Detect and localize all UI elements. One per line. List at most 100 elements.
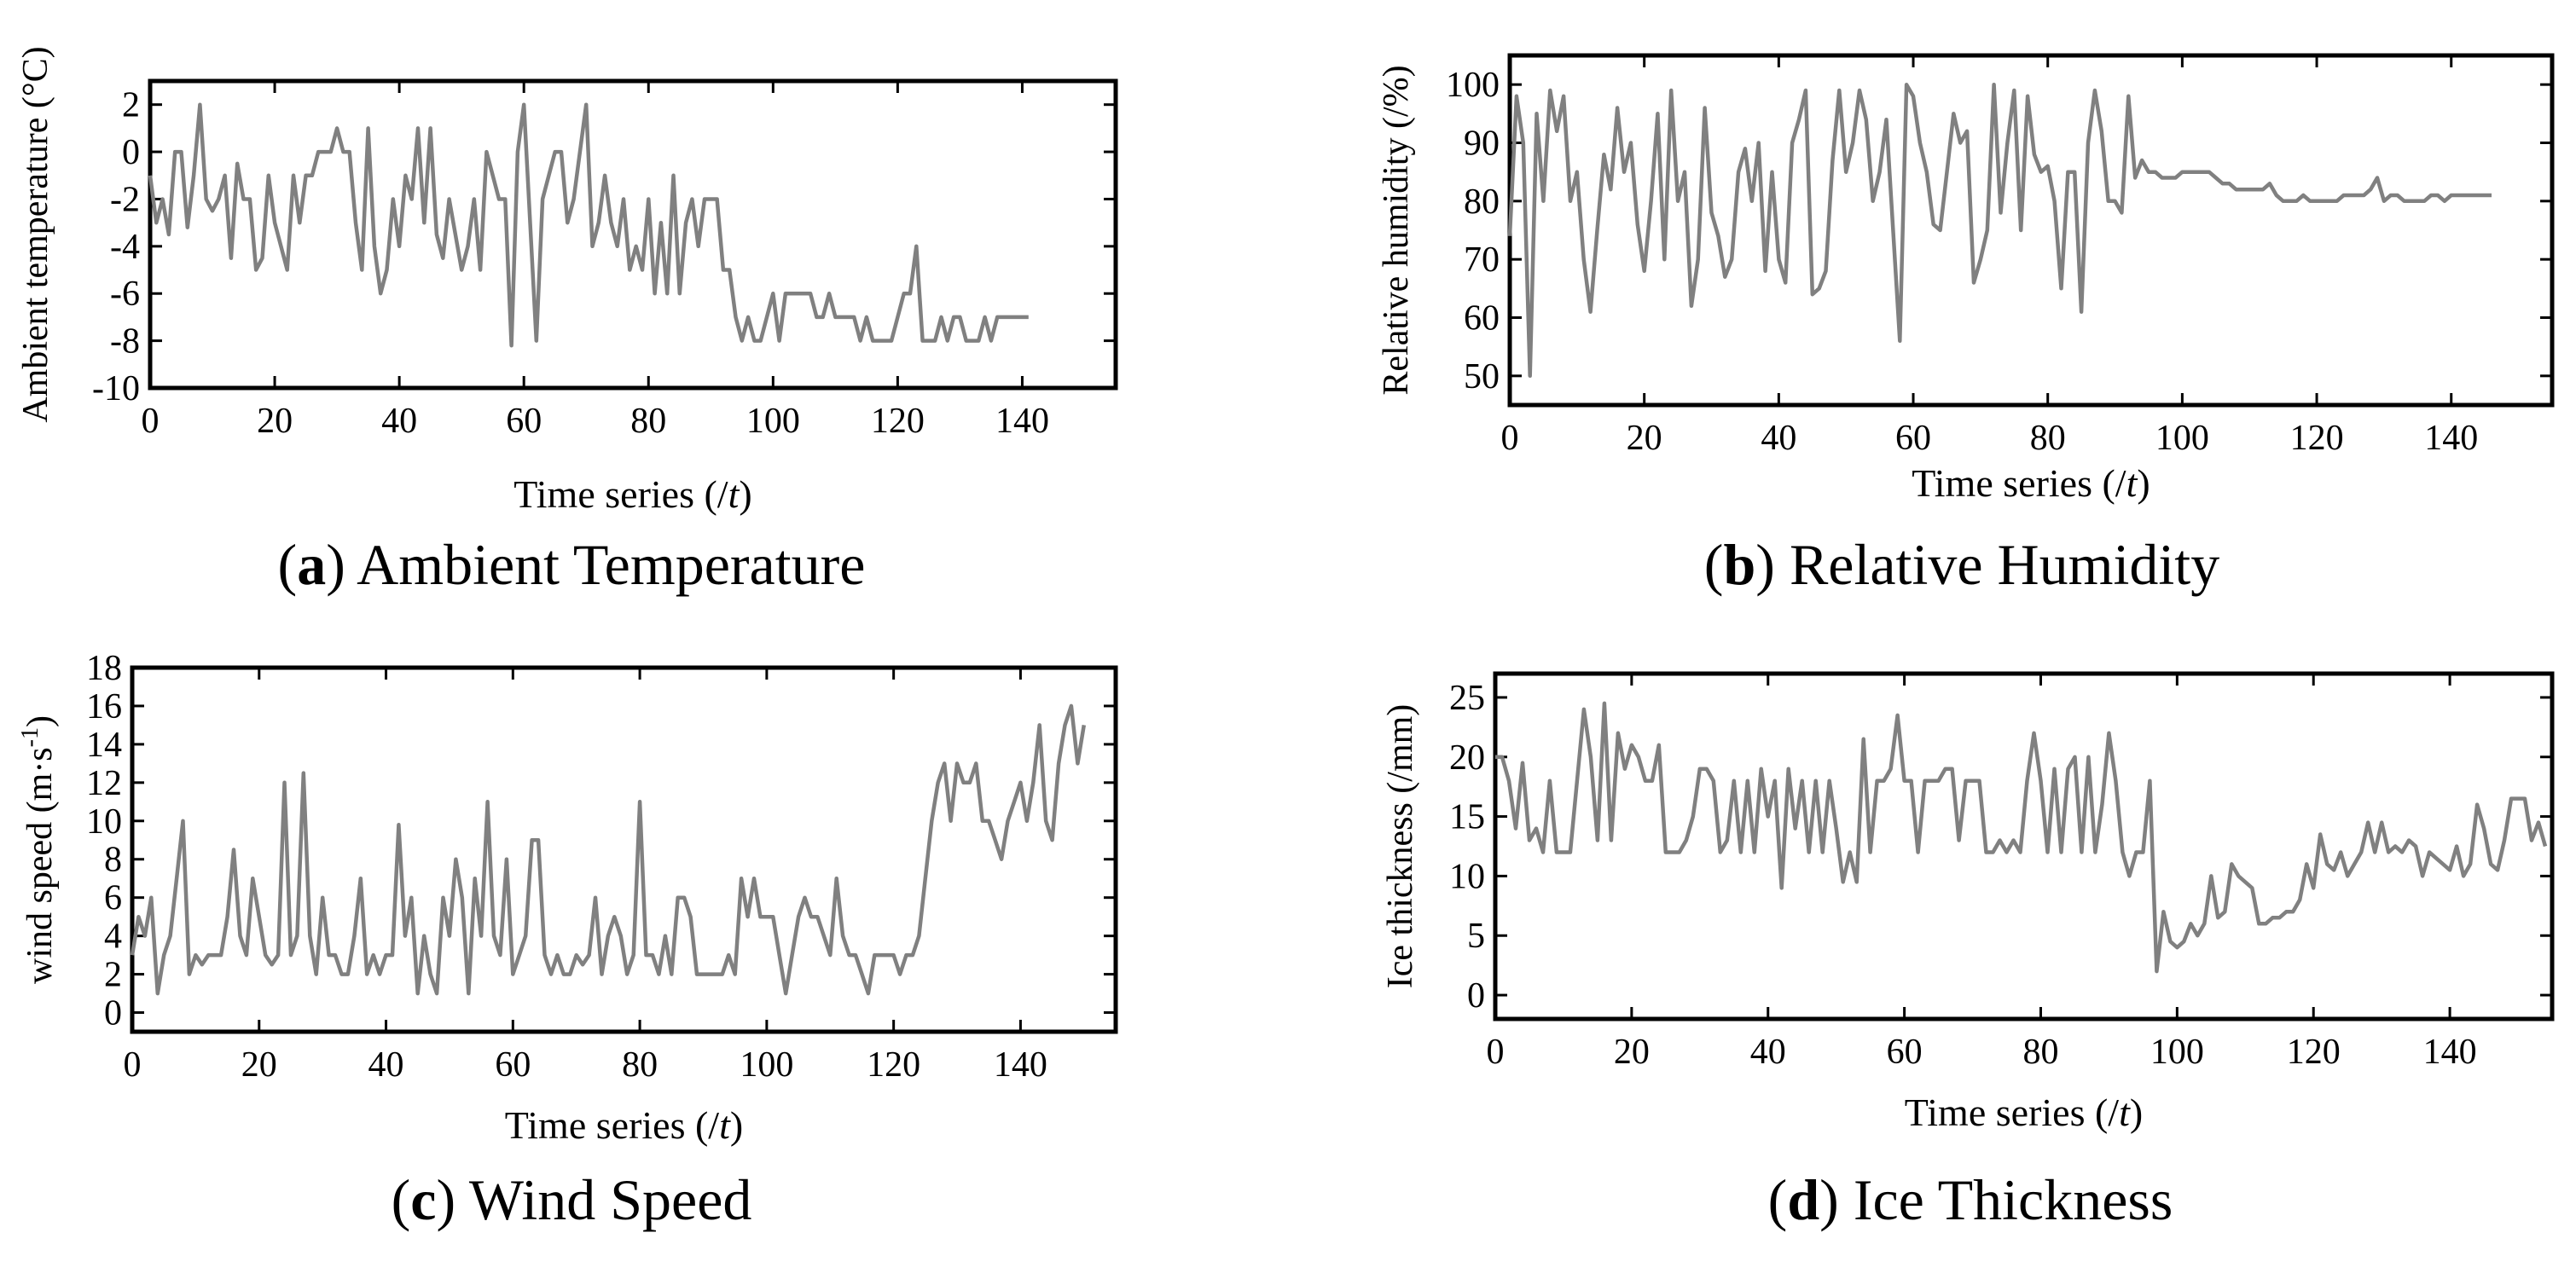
x-tick-label: 40 xyxy=(368,1045,404,1085)
x-tick-label: 120 xyxy=(867,1045,920,1085)
y-tick-label: 16 xyxy=(86,687,122,726)
y-tick-label: -8 xyxy=(110,322,140,362)
x-tick-label: 100 xyxy=(2150,1033,2204,1072)
x-axis-label-prefix: Time series (/ xyxy=(1912,461,2126,505)
x-tick-label: 140 xyxy=(995,402,1049,441)
panel-caption: (a) Ambient Temperature xyxy=(278,532,866,597)
plot-frame xyxy=(130,665,1118,1034)
y-axis-label: Ambient temperature (°C) xyxy=(16,46,55,422)
caption-title: Ice Thickness xyxy=(1854,1167,2173,1232)
panel-caption: (b) Relative Humidity xyxy=(1704,532,2219,597)
x-axis-label-var: t xyxy=(2126,461,2138,505)
y-axis-label: wind speed (m·s-1) xyxy=(17,715,60,984)
caption-close-paren: ) xyxy=(1819,1167,1854,1232)
panel-caption: (d) Ice Thickness xyxy=(1768,1167,2173,1232)
y-tick-label: 0 xyxy=(104,994,122,1033)
y-tick-label: -2 xyxy=(110,180,140,219)
y-axis-label-text: Relative humidity (/%) xyxy=(1377,65,1416,395)
caption-letter: c xyxy=(410,1167,436,1232)
x-tick-label: 100 xyxy=(2155,419,2209,458)
caption-close-paren: ) xyxy=(436,1167,468,1232)
y-tick-label: 60 xyxy=(1464,299,1500,339)
x-axis-label-prefix: Time series (/ xyxy=(513,472,728,516)
x-axis-label-prefix: Time series (/ xyxy=(1905,1091,2120,1134)
x-axis-label-var: t xyxy=(728,472,740,516)
y-tick-label: 14 xyxy=(86,726,122,765)
x-tick-label: 20 xyxy=(1627,419,1662,458)
y-axis-label-text: Ambient temperature (°C) xyxy=(16,46,55,422)
y-axis-label-text: wind speed (m·s xyxy=(20,747,60,984)
x-tick-label: 80 xyxy=(2022,1033,2058,1072)
x-axis-label-suffix: ) xyxy=(730,1103,743,1147)
x-tick-label: 120 xyxy=(2287,1033,2341,1072)
x-tick-label: 80 xyxy=(630,402,666,441)
y-tick-label: 4 xyxy=(104,917,122,957)
x-tick-label: 0 xyxy=(124,1045,142,1085)
x-axis-label: Time series (/t) xyxy=(1912,461,2150,505)
x-tick-label: 140 xyxy=(2423,1033,2477,1072)
caption-open-paren: ( xyxy=(1768,1167,1788,1232)
y-tick-label: -6 xyxy=(110,275,140,314)
x-tick-label: 140 xyxy=(2424,419,2478,458)
x-axis-label-prefix: Time series (/ xyxy=(505,1103,720,1147)
plot-frame xyxy=(148,78,1118,391)
y-tick-label: 2 xyxy=(104,956,122,995)
x-axis-label: Time series (/t) xyxy=(1905,1091,2143,1134)
caption-close-paren: ) xyxy=(1755,532,1790,597)
x-tick-label: 40 xyxy=(381,402,417,441)
x-tick-label: 20 xyxy=(241,1045,277,1085)
y-tick-label: 0 xyxy=(1467,976,1485,1016)
y-tick-label: 8 xyxy=(104,841,122,880)
panel-caption: (c) Wind Speed xyxy=(392,1167,752,1232)
panel-ice-thickness: 0 20 40 60 80 100 120 140 0 5 10 15 20 25 Time series … xyxy=(1381,671,2555,1232)
y-tick-label: 70 xyxy=(1464,240,1500,280)
x-tick-label: 60 xyxy=(495,1045,531,1085)
x-tick-label: 60 xyxy=(506,402,542,441)
series-line xyxy=(148,102,1029,348)
y-tick-label: 18 xyxy=(86,649,122,688)
y-tick-label: 25 xyxy=(1449,679,1485,718)
y-axis-label: Relative humidity (/%) xyxy=(1377,65,1416,395)
y-tick-label: 5 xyxy=(1467,917,1485,956)
x-axis-label: Time series (/t) xyxy=(505,1103,743,1147)
x-tick-label: 120 xyxy=(2290,419,2344,458)
y-tick-label: 2 xyxy=(122,86,140,125)
y-tick-label: 10 xyxy=(1449,857,1485,896)
caption-title: Wind Speed xyxy=(469,1167,752,1232)
y-axis-label-end: ) xyxy=(20,715,60,727)
x-tick-label: 40 xyxy=(1750,1033,1786,1072)
y-axis-label-text: Ice thickness (/mm) xyxy=(1381,704,1420,989)
x-axis-label-var: t xyxy=(719,1103,731,1147)
y-tick-label: 50 xyxy=(1464,357,1500,396)
y-axis-label-superscript: -1 xyxy=(17,727,44,747)
y-tick-label: 15 xyxy=(1449,798,1485,837)
x-axis-label-suffix: ) xyxy=(2137,461,2150,505)
x-tick-label: 40 xyxy=(1761,419,1796,458)
x-tick-label: 100 xyxy=(746,402,800,441)
x-axis-label-var: t xyxy=(2119,1091,2131,1134)
series-line xyxy=(1495,701,2548,974)
y-axis-label: Ice thickness (/mm) xyxy=(1381,704,1420,989)
x-tick-label: 120 xyxy=(871,402,925,441)
x-tick-label: 0 xyxy=(1501,419,1519,458)
series-line xyxy=(130,703,1087,996)
caption-letter: b xyxy=(1723,532,1755,597)
x-axis-label-suffix: ) xyxy=(739,472,751,516)
y-tick-label: 80 xyxy=(1464,182,1500,222)
caption-letter: a xyxy=(297,532,326,597)
y-tick-label: 100 xyxy=(1446,66,1500,105)
y-tick-label: 90 xyxy=(1464,124,1500,164)
x-axis-label: Time series (/t) xyxy=(513,472,751,516)
x-tick-label: 0 xyxy=(142,402,160,441)
x-tick-label: 80 xyxy=(2030,419,2066,458)
y-tick-label: -4 xyxy=(110,228,140,267)
caption-open-paren: ( xyxy=(1704,532,1724,597)
x-tick-label: 60 xyxy=(1887,1033,1923,1072)
caption-title: Ambient Temperature xyxy=(357,532,865,597)
plot-frame xyxy=(1493,671,2555,1021)
series-line xyxy=(1507,82,2492,379)
y-tick-label: 10 xyxy=(86,802,122,842)
y-tick-label: 0 xyxy=(122,133,140,172)
